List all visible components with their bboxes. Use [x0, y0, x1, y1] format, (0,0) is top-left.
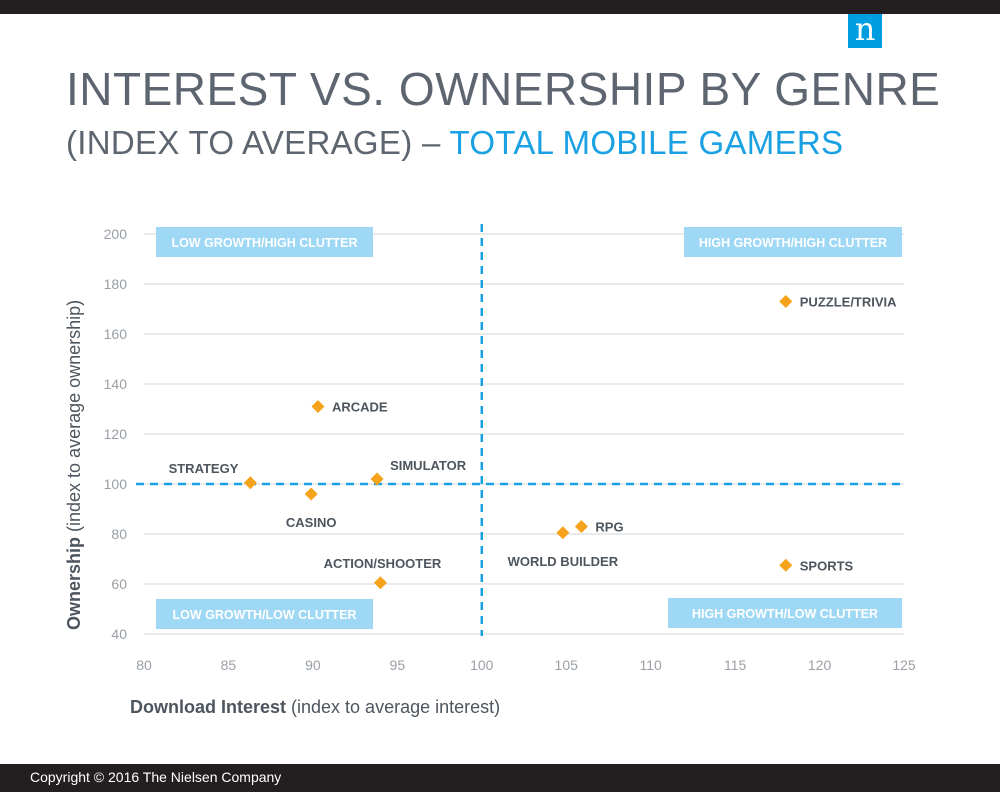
- x-tick-label: 85: [221, 657, 237, 673]
- x-tick-label: 80: [136, 657, 152, 673]
- data-point: [556, 526, 570, 540]
- x-tick-label: 125: [892, 657, 916, 673]
- logo-letter: n: [854, 10, 876, 48]
- x-tick-label: 120: [808, 657, 832, 673]
- data-point: [779, 295, 793, 308]
- copyright-text: Copyright © 2016 The Nielsen Company: [30, 769, 282, 785]
- x-axis-title: Download Interest (index to average inte…: [130, 697, 500, 717]
- data-label: SPORTS: [800, 558, 854, 573]
- data-point: [779, 558, 793, 572]
- subtitle-accent: TOTAL MOBILE GAMERS: [449, 124, 844, 161]
- data-point: [370, 472, 384, 486]
- data-point: [311, 400, 325, 413]
- y-tick-label: 100: [104, 476, 128, 492]
- data-point: [243, 476, 257, 490]
- data-label: SIMULATOR: [390, 458, 467, 473]
- data-label: STRATEGY: [169, 461, 239, 476]
- y-axis-title-rest: (index to average ownership): [64, 300, 84, 537]
- x-tick-label: 90: [305, 657, 321, 673]
- quadrant-box-bottom-right: [668, 598, 902, 628]
- subtitle-prefix: (INDEX TO AVERAGE) –: [66, 124, 450, 161]
- x-axis-title-rest: (index to average interest): [286, 697, 500, 717]
- x-tick-label: 105: [555, 657, 579, 673]
- data-label: CASINO: [286, 515, 337, 530]
- page-subtitle: (INDEX TO AVERAGE) – TOTAL MOBILE GAMERS: [66, 124, 843, 162]
- y-tick-label: 80: [111, 526, 127, 542]
- y-tick-label: 160: [104, 326, 128, 342]
- y-tick-label: 60: [111, 576, 127, 592]
- data-point: [574, 520, 588, 533]
- quadrant-box-top-right: [684, 227, 902, 257]
- data-point: [373, 576, 387, 590]
- x-tick-label: 115: [724, 657, 747, 673]
- footer-bar: Copyright © 2016 The Nielsen Company: [0, 764, 1000, 792]
- x-tick-label: 95: [390, 657, 406, 673]
- quadrant-label-top-right: HIGH GROWTH/HIGH CLUTTER: [699, 236, 887, 250]
- y-tick-label: 40: [111, 626, 127, 642]
- quadrant-label-bottom-left: LOW GROWTH/LOW CLUTTER: [173, 608, 357, 622]
- data-label: ARCADE: [332, 400, 388, 415]
- y-tick-label: 140: [104, 376, 128, 392]
- quadrant-label-bottom-right: HIGH GROWTH/LOW CLUTTER: [692, 607, 878, 621]
- quadrant-box-top-left: [156, 227, 373, 257]
- data-label: PUZZLE/TRIVIA: [800, 295, 897, 310]
- quadrant-label-top-left: LOW GROWTH/HIGH CLUTTER: [171, 236, 357, 250]
- y-axis-title: Ownership (index to average ownership): [64, 300, 84, 630]
- x-tick-label: 110: [640, 657, 663, 673]
- x-axis-title-bold: Download Interest: [130, 697, 286, 717]
- y-tick-label: 120: [104, 426, 128, 442]
- x-tick-label: 100: [470, 657, 494, 673]
- y-axis-title-bold: Ownership: [64, 537, 84, 630]
- y-tick-label: 200: [104, 226, 128, 242]
- nielsen-logo: n: [848, 10, 882, 48]
- data-label: WORLD BUILDER: [508, 554, 619, 569]
- data-label: ACTION/SHOOTER: [324, 556, 442, 571]
- y-tick-label: 180: [104, 276, 128, 292]
- data-point: [304, 487, 318, 501]
- top-bar: [0, 0, 1000, 14]
- page-title: INTEREST VS. OWNERSHIP BY GENRE: [66, 63, 941, 115]
- quadrant-box-bottom-left: [156, 599, 373, 629]
- scatter-chart: 40 60 80 100 120 140 160 180 200 80 85 90 95 100 105 11…: [64, 224, 916, 717]
- data-label: RPG: [595, 520, 623, 535]
